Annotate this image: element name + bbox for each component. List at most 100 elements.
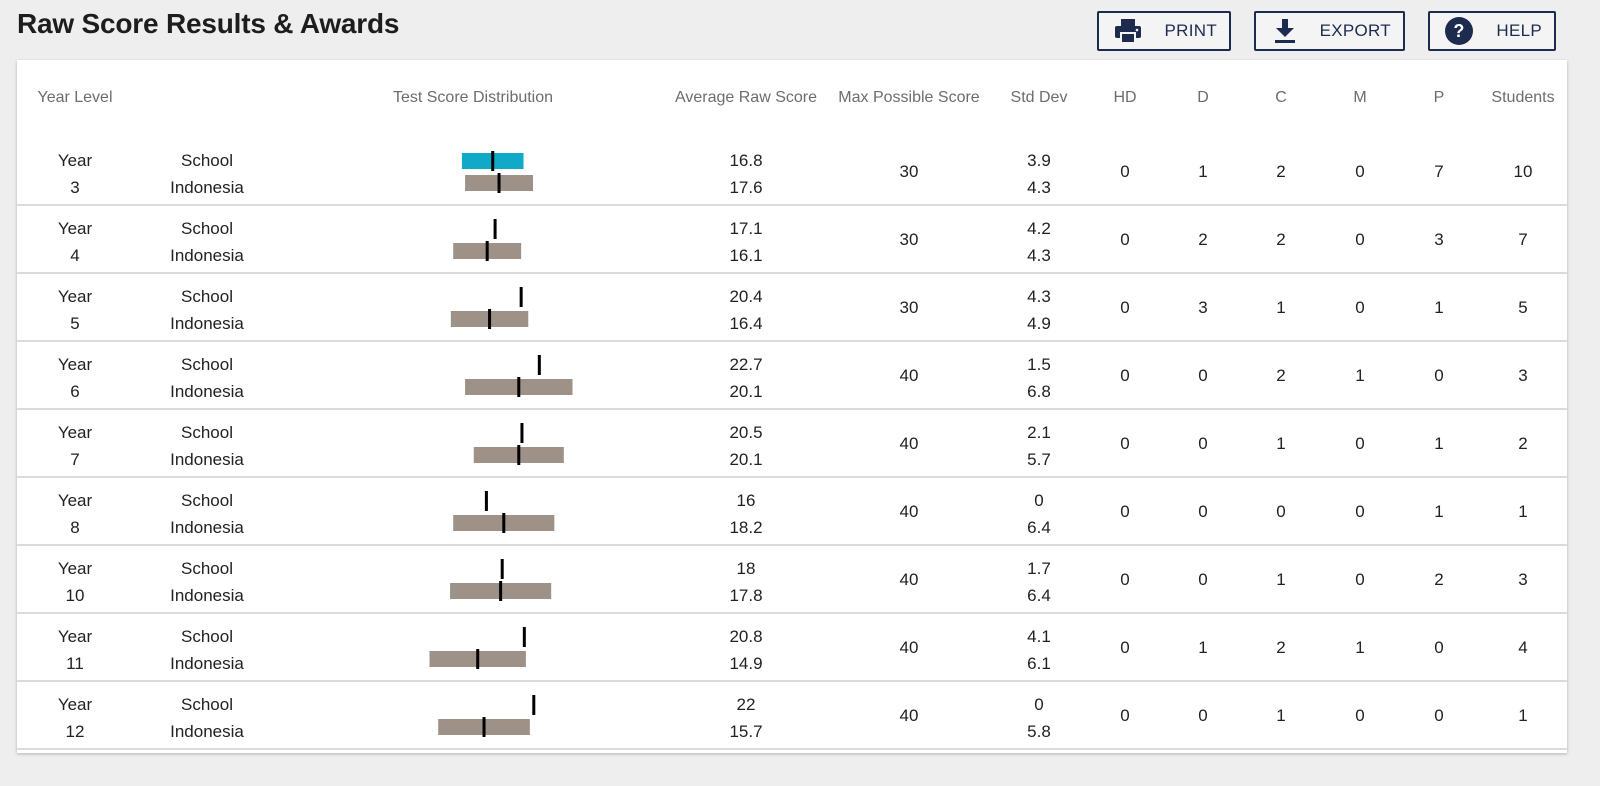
export-button[interactable]: EXPORT bbox=[1254, 11, 1405, 51]
std-dev-cell: 4.1 6.1 bbox=[1027, 623, 1051, 677]
school-mean-marker bbox=[537, 355, 541, 375]
group-labels-cell: School Indonesia bbox=[170, 283, 244, 337]
hd-count: 0 bbox=[1120, 570, 1130, 589]
d-count-cell: 0 bbox=[1198, 704, 1207, 728]
d-count-cell: 3 bbox=[1198, 296, 1207, 320]
m-count-cell: 1 bbox=[1355, 364, 1364, 388]
hd-count-cell: 0 bbox=[1120, 636, 1129, 660]
indonesia-mean-marker bbox=[517, 445, 521, 465]
max-possible-score-cell: 40 bbox=[900, 636, 919, 660]
help-button[interactable]: ? HELP bbox=[1428, 11, 1556, 51]
average-raw-score-avg_school: 20.4 bbox=[729, 287, 763, 306]
score-distribution-chart bbox=[453, 219, 522, 261]
students-count: 5 bbox=[1518, 298, 1528, 317]
std-dev-cell: 1.7 6.4 bbox=[1027, 555, 1051, 609]
p-count: 0 bbox=[1434, 366, 1444, 385]
year-level-cell: Year 12 bbox=[58, 691, 92, 745]
std-dev-sd_country: 5.7 bbox=[1027, 450, 1051, 469]
group-labels-school: School bbox=[181, 559, 233, 578]
max-possible-score: 40 bbox=[899, 502, 919, 521]
max-possible-score: 40 bbox=[899, 366, 919, 385]
group-labels-school: School bbox=[181, 151, 233, 170]
m-count-cell: 0 bbox=[1355, 704, 1364, 728]
max-possible-score: 40 bbox=[899, 706, 919, 725]
year-level-year: Year bbox=[57, 627, 93, 646]
header-d: D bbox=[1197, 89, 1209, 106]
year-level-year: Year bbox=[57, 355, 93, 374]
p-count-cell: 3 bbox=[1434, 228, 1443, 252]
p-count: 1 bbox=[1434, 434, 1444, 453]
average-raw-score-avg_school: 22 bbox=[736, 695, 756, 714]
average-raw-score-cell: 16.8 17.6 bbox=[729, 147, 762, 201]
score-distribution-chart bbox=[465, 355, 573, 397]
year-level-year: Year bbox=[57, 219, 93, 238]
std-dev-sd_country: 6.4 bbox=[1027, 518, 1051, 537]
students-count-cell: 2 bbox=[1518, 432, 1527, 456]
group-labels-country: Indonesia bbox=[170, 246, 244, 265]
std-dev-cell: 3.9 4.3 bbox=[1027, 147, 1051, 201]
indonesia-distribution-bar bbox=[438, 719, 530, 735]
std-dev-sd_country: 6.8 bbox=[1027, 382, 1051, 401]
p-count: 1 bbox=[1434, 502, 1444, 521]
school-mean-marker bbox=[520, 423, 524, 443]
c-count: 1 bbox=[1276, 570, 1286, 589]
table-row: Year 3 School Indonesia 16.8 17.6 30 3.9 4.3 0 1 2 0… bbox=[17, 138, 1567, 206]
max-possible-score: 40 bbox=[899, 570, 919, 589]
group-labels-country: Indonesia bbox=[170, 586, 244, 605]
average-raw-score-avg_school: 22.7 bbox=[729, 355, 763, 374]
m-count: 0 bbox=[1355, 570, 1365, 589]
max-possible-score-cell: 30 bbox=[900, 160, 919, 184]
hd-count-cell: 0 bbox=[1120, 364, 1129, 388]
indonesia-mean-marker bbox=[499, 581, 503, 601]
average-raw-score-cell: 18 17.8 bbox=[729, 555, 762, 609]
group-labels-school: School bbox=[181, 695, 233, 714]
header-max-possible-score: Max Possible Score bbox=[838, 89, 980, 106]
students-count: 2 bbox=[1518, 434, 1528, 453]
export-button-label: EXPORT bbox=[1319, 21, 1391, 40]
year-level-num: 7 bbox=[70, 450, 80, 469]
score-distribution-chart bbox=[450, 287, 529, 329]
d-count-cell: 0 bbox=[1198, 568, 1207, 592]
group-labels-cell: School Indonesia bbox=[170, 555, 244, 609]
max-possible-score-cell: 30 bbox=[900, 296, 919, 320]
group-labels-cell: School Indonesia bbox=[170, 351, 244, 405]
year-level-cell: Year 4 bbox=[58, 215, 92, 269]
m-count-cell: 0 bbox=[1355, 296, 1364, 320]
group-labels-school: School bbox=[181, 627, 233, 646]
std-dev-sd_school: 1.5 bbox=[1027, 355, 1051, 374]
page-title: Raw Score Results & Awards bbox=[17, 8, 400, 39]
year-level-num: 3 bbox=[70, 178, 80, 197]
hd-count: 0 bbox=[1120, 502, 1130, 521]
table-row: Year 6 School Indonesia 22.7 20.1 40 1.5 6.8 0 0 2 1… bbox=[17, 342, 1567, 410]
year-level-year: Year bbox=[57, 423, 93, 442]
year-level-num: 8 bbox=[70, 518, 80, 537]
question-circle-icon: ? bbox=[1444, 16, 1474, 46]
m-count-cell: 0 bbox=[1355, 160, 1364, 184]
print-button[interactable]: PRINT bbox=[1097, 11, 1231, 51]
header-p: P bbox=[1433, 89, 1445, 106]
students-count: 7 bbox=[1518, 230, 1528, 249]
school-mean-marker bbox=[491, 151, 495, 171]
average-raw-score-avg_school: 17.1 bbox=[729, 219, 763, 238]
max-possible-score-cell: 30 bbox=[900, 228, 919, 252]
max-possible-score: 40 bbox=[899, 434, 919, 453]
indonesia-mean-marker bbox=[482, 717, 486, 737]
school-mean-marker bbox=[519, 287, 523, 307]
average-raw-score-avg_country: 17.8 bbox=[729, 586, 763, 605]
score-distribution-chart bbox=[453, 491, 555, 533]
average-raw-score-cell: 20.4 16.4 bbox=[729, 283, 762, 337]
group-labels-school: School bbox=[181, 355, 233, 374]
indonesia-mean-marker bbox=[517, 377, 521, 397]
p-count: 0 bbox=[1434, 706, 1444, 725]
school-distribution-bar bbox=[461, 153, 524, 169]
c-count-cell: 1 bbox=[1276, 296, 1285, 320]
year-level-num: 5 bbox=[70, 314, 80, 333]
d-count: 0 bbox=[1198, 706, 1208, 725]
school-mean-marker bbox=[522, 627, 526, 647]
indonesia-distribution-bar bbox=[465, 175, 534, 191]
table-row: Year 11 School Indonesia 20.8 14.9 40 4.1 6.1 0 1 2… bbox=[17, 614, 1567, 682]
school-mean-marker bbox=[493, 219, 497, 239]
year-level-cell: Year 10 bbox=[58, 555, 92, 609]
group-labels-country: Indonesia bbox=[170, 450, 244, 469]
indonesia-mean-marker bbox=[502, 513, 506, 533]
